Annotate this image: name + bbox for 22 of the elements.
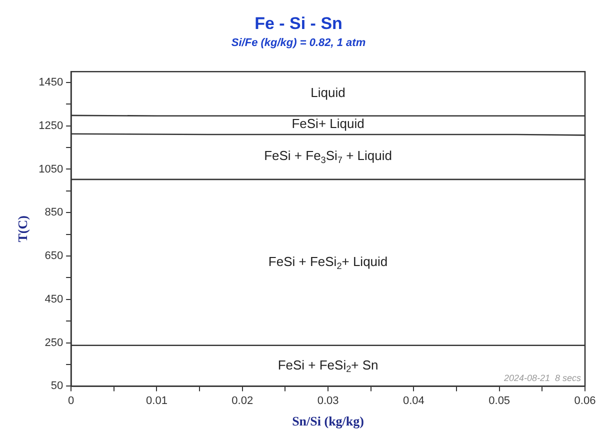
- annotation: FeSi+ Liquid: [292, 116, 364, 132]
- y-tick-label: 850: [44, 206, 64, 219]
- y-tick-label: 450: [44, 293, 64, 306]
- x-tick-label: 0.04: [402, 394, 424, 407]
- x-tick-label: 0.03: [317, 394, 339, 407]
- y-tick-label: 1450: [38, 76, 64, 88]
- x-tick-label: 0: [68, 394, 74, 407]
- x-tick-label: 0.06: [574, 394, 596, 407]
- y-tick-label: 650: [44, 250, 64, 262]
- y-tick-label: 1050: [38, 163, 64, 176]
- y-tick-label: 250: [44, 336, 64, 349]
- annotation: Liquid: [310, 85, 346, 100]
- y-axis-title: T(C): [15, 216, 30, 242]
- annotation: 2024-08-21 8 secs: [502, 373, 582, 384]
- x-tick-label: 0.01: [146, 394, 168, 407]
- chart-subtitle: Si/Fe (kg/kg) = 0.82, 1 atm: [231, 37, 366, 50]
- x-axis-title: Sn/Si (kg/kg): [292, 414, 364, 429]
- x-tick-label: 0.02: [232, 394, 254, 407]
- y-tick-label: 1250: [38, 120, 64, 132]
- x-tick-label: 0.05: [488, 394, 510, 407]
- chart-title: Fe - Si - Sn: [254, 14, 342, 33]
- y-tick-label: 50: [50, 380, 64, 392]
